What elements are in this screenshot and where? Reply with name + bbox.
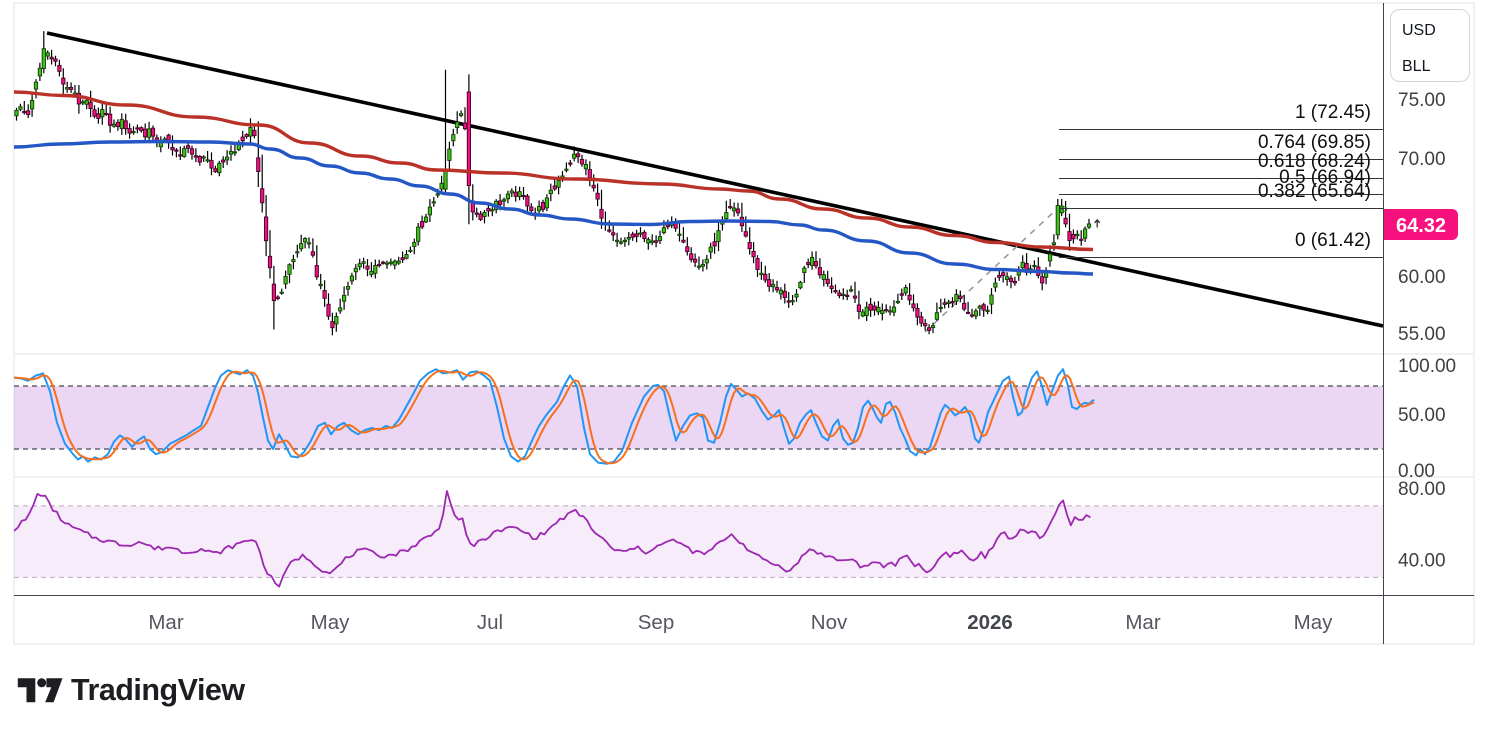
svg-text:Sep: Sep	[638, 611, 674, 634]
svg-text:Jul: Jul	[477, 611, 503, 634]
svg-text:2026: 2026	[967, 611, 1013, 634]
svg-text:Mar: Mar	[148, 611, 183, 634]
svg-text:1 (72.45): 1 (72.45)	[1295, 102, 1371, 123]
svg-text:70.00: 70.00	[1398, 149, 1446, 170]
svg-text:0.5 (66.94): 0.5 (66.94)	[1279, 167, 1371, 188]
svg-text:0 (61.42): 0 (61.42)	[1295, 230, 1371, 251]
svg-text:0.618 (68.24): 0.618 (68.24)	[1258, 151, 1371, 172]
svg-text:May: May	[311, 611, 350, 634]
svg-text:USD: USD	[1402, 22, 1436, 39]
svg-text:0.00: 0.00	[1398, 461, 1435, 482]
svg-text:50.00: 50.00	[1398, 405, 1446, 426]
svg-text:BLL: BLL	[1402, 58, 1431, 75]
svg-text:Mar: Mar	[1125, 611, 1160, 634]
svg-text:80.00: 80.00	[1398, 479, 1446, 500]
svg-text:May: May	[1294, 611, 1333, 634]
svg-text:40.00: 40.00	[1398, 551, 1446, 572]
svg-text:64.32: 64.32	[1396, 215, 1446, 237]
svg-text:55.00: 55.00	[1398, 324, 1446, 345]
svg-text:75.00: 75.00	[1398, 90, 1446, 111]
svg-text:TradingView: TradingView	[71, 673, 245, 707]
svg-text:100.00: 100.00	[1398, 356, 1456, 377]
svg-text:Nov: Nov	[811, 611, 848, 634]
svg-text:60.00: 60.00	[1398, 267, 1446, 288]
svg-text:0.382 (65.64): 0.382 (65.64)	[1258, 181, 1371, 202]
svg-text:0.764 (69.85): 0.764 (69.85)	[1258, 132, 1371, 153]
